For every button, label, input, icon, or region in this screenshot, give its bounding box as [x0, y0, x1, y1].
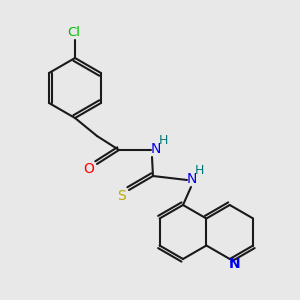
Text: O: O [84, 162, 94, 176]
Text: Cl: Cl [68, 26, 80, 38]
Text: S: S [117, 189, 125, 203]
Text: H: H [194, 164, 204, 178]
Text: N: N [151, 142, 161, 156]
Text: N: N [187, 172, 197, 186]
Text: N: N [229, 257, 241, 271]
Text: H: H [158, 134, 168, 148]
